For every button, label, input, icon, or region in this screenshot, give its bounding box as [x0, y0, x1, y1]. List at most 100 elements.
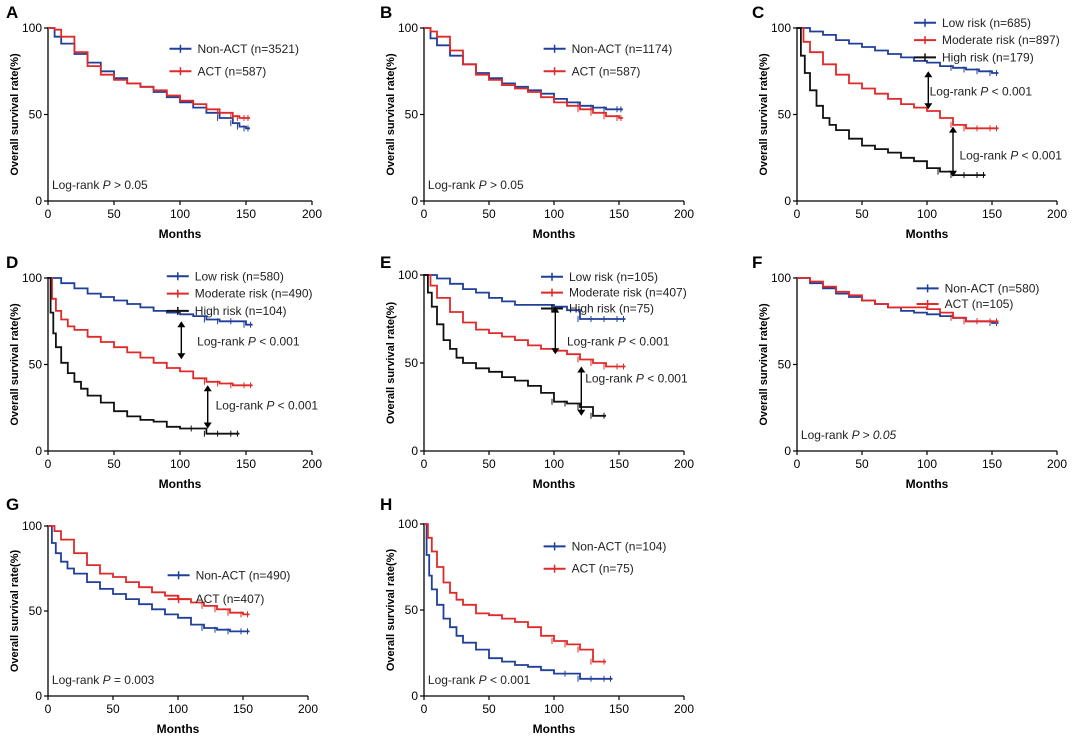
- x-tick-label: 100: [544, 702, 564, 716]
- x-tick-label: 150: [609, 702, 629, 716]
- x-axis-title: Months: [533, 722, 576, 736]
- x-tick-label: 150: [236, 457, 256, 471]
- x-axis-title: Months: [157, 722, 200, 736]
- p-value: < 0.001: [274, 398, 318, 412]
- x-tick-label: 0: [421, 207, 428, 221]
- x-axis-title: Months: [906, 227, 949, 241]
- legend-label: ACT (n=75): [572, 562, 634, 576]
- x-tick-label: 50: [482, 457, 496, 471]
- x-tick-label: 200: [674, 702, 694, 716]
- panel-letter: H: [380, 495, 392, 514]
- survival-curve-blue: [424, 274, 626, 320]
- arrow-head-down: [577, 409, 586, 416]
- log-rank-annotation: Log-rank P > 0.05: [52, 178, 148, 192]
- log-rank-prefix: Log-rank: [428, 673, 479, 687]
- arrow-head-down: [203, 422, 212, 429]
- y-tick-label: 100: [22, 519, 42, 533]
- survival-curve-red: [424, 274, 626, 368]
- survival-curve-black: [797, 27, 986, 176]
- log-rank-annotation: Log-rank P = 0.003: [52, 673, 155, 687]
- log-rank-annotation: Log-rank P > 0.05: [428, 178, 524, 192]
- survival-curve-blue: [48, 525, 250, 633]
- x-tick-label: 150: [982, 457, 1002, 471]
- survival-curve-blue: [48, 277, 253, 326]
- survival-curve-red: [48, 525, 250, 616]
- x-tick-label: 50: [482, 702, 496, 716]
- arrow-head-up: [203, 385, 212, 392]
- y-axis-title: Overall survival rate(%): [385, 549, 397, 672]
- arrow-head-up: [577, 366, 586, 373]
- y-tick-label: 0: [35, 194, 42, 208]
- x-tick-label: 0: [794, 457, 801, 471]
- survival-curve-red: [424, 27, 623, 119]
- log-rank-annotation: Log-rank P < 0.001: [567, 334, 670, 348]
- y-tick-label: 100: [22, 271, 42, 285]
- y-tick-label: 50: [405, 603, 419, 617]
- x-tick-label: 200: [1047, 207, 1067, 221]
- panel-letter: E: [380, 253, 391, 272]
- log-rank-prefix: Log-rank: [801, 428, 852, 442]
- y-tick-label: 100: [398, 21, 418, 35]
- survival-curve-red: [48, 27, 250, 119]
- legend-label: ACT (n=105): [945, 297, 1014, 311]
- x-tick-label: 150: [609, 457, 629, 471]
- log-rank-prefix: Log-rank: [930, 84, 981, 98]
- legend-label: ACT (n=407): [196, 592, 265, 606]
- legend-label: Low risk (n=580): [195, 269, 284, 283]
- x-tick-label: 150: [609, 207, 629, 221]
- legend-label: High risk (n=75): [569, 301, 654, 315]
- x-tick-label: 200: [298, 702, 318, 716]
- survival-curve-blue: [424, 523, 613, 680]
- x-tick-label: 200: [1047, 457, 1067, 471]
- legend-label: Non-ACT (n=490): [196, 568, 291, 582]
- log-rank-prefix: Log-rank: [567, 334, 618, 348]
- x-tick-label: 50: [855, 207, 869, 221]
- panel-h: H 0 50 100 150 200 0 50 100 Months Overall surviva…: [380, 495, 694, 736]
- y-axis-title: Overall survival rate(%): [758, 303, 770, 426]
- legend-label: Low risk (n=685): [942, 16, 1031, 30]
- y-tick-label: 0: [411, 689, 418, 703]
- x-tick-label: 100: [170, 207, 190, 221]
- y-axis-title: Overall survival rate(%): [758, 53, 770, 176]
- panel-letter: F: [752, 253, 762, 272]
- x-tick-label: 0: [45, 207, 52, 221]
- legend-label: Moderate risk (n=407): [569, 286, 687, 300]
- x-axis-title: Months: [533, 477, 576, 491]
- arrow-head-up: [924, 71, 933, 78]
- y-tick-label: 100: [398, 268, 418, 282]
- log-rank-prefix: Log-rank: [428, 178, 479, 192]
- legend-label: Moderate risk (n=490): [195, 287, 313, 301]
- arrow-head-up: [551, 306, 560, 313]
- legend-label: Low risk (n=105): [569, 270, 658, 284]
- panel-letter: D: [6, 253, 18, 272]
- y-tick-label: 50: [405, 108, 419, 122]
- y-tick-label: 50: [29, 108, 43, 122]
- log-rank-annotation: Log-rank P < 0.001: [428, 673, 531, 687]
- x-tick-label: 200: [674, 457, 694, 471]
- y-tick-label: 0: [411, 444, 418, 458]
- legend-label: Non-ACT (n=104): [572, 539, 667, 553]
- x-tick-label: 100: [917, 457, 937, 471]
- legend-label: High risk (n=179): [942, 50, 1034, 64]
- y-axis-title: Overall survival rate(%): [385, 302, 397, 425]
- legend-label: Non-ACT (n=1174): [572, 42, 673, 56]
- legend-label: Moderate risk (n=897): [942, 33, 1060, 47]
- p-value: < 0.001: [626, 334, 670, 348]
- y-tick-label: 100: [771, 271, 791, 285]
- p-symbol: P: [248, 334, 256, 348]
- p-symbol: P: [266, 398, 274, 412]
- survival-curve-black: [424, 274, 606, 417]
- x-tick-label: 150: [982, 207, 1002, 221]
- y-axis-title: Overall survival rate(%): [9, 53, 21, 176]
- p-value: > 0.05: [487, 178, 524, 192]
- y-tick-label: 50: [778, 358, 792, 372]
- panel-f: F 0 50 100 150 200 0 50 100 Months Overall surviva…: [752, 253, 1067, 491]
- x-tick-label: 0: [45, 702, 52, 716]
- panel-letter: C: [752, 3, 764, 22]
- survival-curve-red: [424, 523, 606, 663]
- x-tick-label: 0: [421, 457, 428, 471]
- x-tick-label: 100: [544, 207, 564, 221]
- survival-curve-blue: [797, 27, 999, 74]
- x-tick-label: 150: [236, 207, 256, 221]
- log-rank-annotation: Log-rank P < 0.001: [930, 84, 1033, 98]
